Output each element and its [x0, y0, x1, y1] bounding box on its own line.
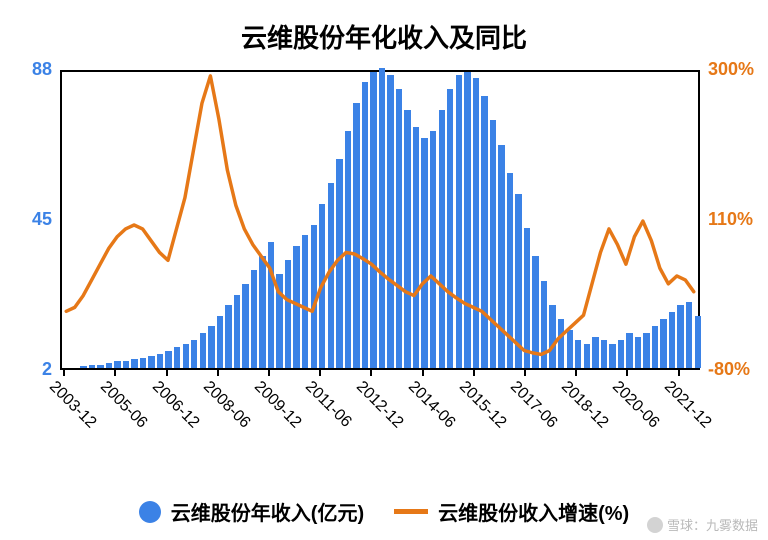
x-tick-mark	[217, 370, 219, 376]
y-right-tick: -80%	[708, 359, 750, 380]
x-tick: 2003-12	[46, 378, 100, 432]
y-right-tick: 110%	[708, 209, 753, 230]
x-tick: 2018-12	[558, 378, 612, 432]
x-tick: 2009-12	[250, 378, 304, 432]
legend-label-revenue: 云维股份年收入(亿元)	[171, 497, 364, 526]
legend-item-growth: 云维股份收入增速(%)	[394, 497, 629, 526]
chart-title: 云维股份年化收入及同比	[0, 18, 768, 55]
x-tick-mark	[63, 370, 65, 376]
y-right-tick: 300%	[708, 59, 754, 80]
x-tick: 2021-12	[660, 378, 714, 432]
x-tick-mark	[370, 370, 372, 376]
growth-line	[66, 76, 694, 355]
x-tick: 2006-12	[148, 378, 202, 432]
x-tick-mark	[422, 370, 424, 376]
x-tick: 2008-06	[199, 378, 253, 432]
y-left-tick: 88	[0, 59, 52, 80]
y-left-tick: 45	[0, 209, 52, 230]
y-left-tick: 2	[0, 359, 52, 380]
legend-label-growth: 云维股份收入增速(%)	[438, 497, 629, 526]
x-tick-mark	[575, 370, 577, 376]
x-tick-mark	[114, 370, 116, 376]
x-tick: 2011-06	[302, 378, 355, 431]
x-tick-mark	[319, 370, 321, 376]
x-tick: 2017-06	[506, 378, 560, 432]
x-tick: 2020-06	[609, 378, 663, 432]
x-tick: 2015-12	[455, 378, 509, 432]
chart-container: 云维股份年化收入及同比 云维股份年收入(亿元) 云维股份收入增速(%) 雪球：九…	[0, 0, 768, 540]
x-tick-mark	[473, 370, 475, 376]
legend-dot-icon	[139, 501, 161, 523]
x-tick-mark	[678, 370, 680, 376]
x-tick-mark	[626, 370, 628, 376]
x-tick-mark	[268, 370, 270, 376]
watermark-icon	[647, 517, 663, 533]
legend-line-icon	[394, 509, 428, 514]
watermark: 雪球：九雾数据	[647, 515, 758, 534]
x-tick: 2012-12	[353, 378, 407, 432]
legend-item-revenue: 云维股份年收入(亿元)	[139, 497, 364, 526]
watermark-text: 雪球：九雾数据	[667, 515, 758, 534]
x-tick-mark	[524, 370, 526, 376]
x-tick-mark	[166, 370, 168, 376]
line-layer	[62, 72, 698, 370]
x-tick: 2014-06	[404, 378, 458, 432]
x-tick: 2005-06	[97, 378, 151, 432]
plot-area	[60, 70, 700, 370]
